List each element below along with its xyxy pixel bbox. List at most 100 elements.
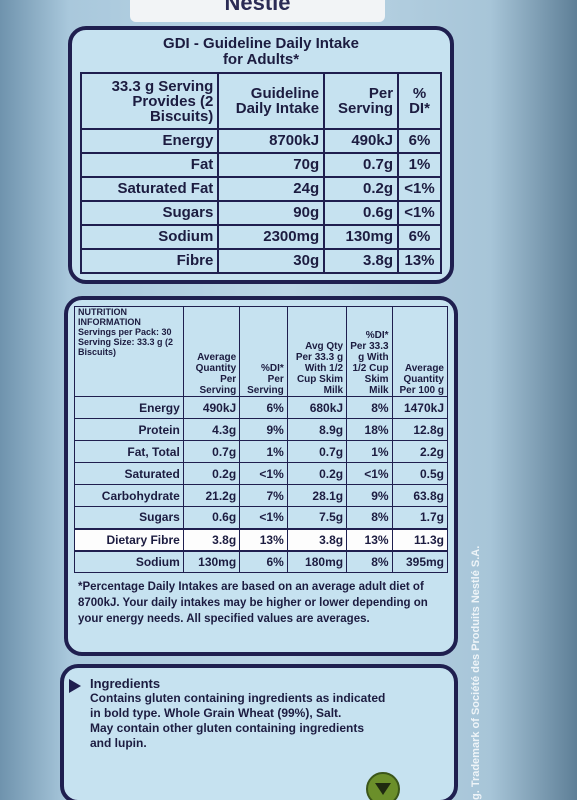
gdi-cell: Energy	[79, 128, 220, 154]
gdi-row: Saturated Fat 24g 0.2g <1%	[79, 176, 442, 202]
gdi-cell: <1%	[397, 176, 442, 202]
gdi-cell: 1%	[397, 152, 442, 178]
arrow-right-icon	[69, 679, 81, 693]
nip-cell: 13%	[346, 527, 393, 552]
gdi-cell: 70g	[217, 152, 326, 178]
nip-cell: 9%	[239, 418, 288, 441]
gdi-cell: 13%	[397, 248, 442, 274]
nip-header-di-serving: %DI* Per Serving	[239, 306, 288, 397]
nip-cell: Saturated	[74, 462, 184, 485]
nip-cell: 130mg	[182, 550, 241, 573]
gdi-header-guideline: Guideline Daily Intake	[217, 72, 326, 130]
nutrition-info-panel: NUTRITION INFORMATION Servings per Pack:…	[64, 296, 458, 656]
gdi-header-percent: % DI*	[397, 72, 442, 130]
gdi-cell: 0.6g	[323, 200, 400, 226]
nip-row: Sugars 0.6g <1% 7.5g 8% 1.7g	[74, 506, 449, 529]
nip-cell: 6%	[239, 550, 288, 573]
gdi-cell: 24g	[217, 176, 326, 202]
nip-cell: 2.2g	[391, 440, 449, 463]
nip-cell: 8%	[346, 550, 393, 573]
nip-cell: 8.9g	[286, 418, 348, 441]
gdi-title-line1: GDI - Guideline Daily Intake	[163, 35, 359, 52]
nip-cell: 395mg	[391, 550, 449, 573]
gdi-header-serving: 33.3 g Serving Provides (2 Biscuits)	[79, 72, 220, 130]
gdi-cell: 6%	[397, 128, 442, 154]
nip-cell: 1.7g	[391, 506, 449, 529]
nip-header-avg-milk: Avg Qty Per 33.3 g With 1/2 Cup Skim Mil…	[286, 306, 348, 397]
nip-cell: Dietary Fibre	[74, 527, 184, 552]
gdi-cell: Fibre	[79, 248, 220, 274]
gdi-row: Sugars 90g 0.6g <1%	[79, 200, 442, 226]
ingredients-panel: Ingredients Contains gluten containing i…	[60, 664, 458, 800]
gdi-cell: 8700kJ	[217, 128, 326, 154]
gdi-row: Sodium 2300mg 130mg 6%	[79, 224, 442, 250]
nip-cell: Fat, Total	[74, 440, 184, 463]
gdi-row: Fat 70g 0.7g 1%	[79, 152, 442, 178]
nip-cell: 3.8g	[182, 527, 241, 552]
trademark-text: g. Trademark of Société des Produits Nes…	[470, 545, 482, 800]
nip-cell: Protein	[74, 418, 184, 441]
gdi-cell: 0.7g	[323, 152, 400, 178]
nip-cell: 0.7g	[182, 440, 241, 463]
nip-cell: 1470kJ	[391, 396, 449, 419]
green-arrow-badge	[366, 772, 400, 800]
nip-row: Sodium 130mg 6% 180mg 8% 395mg	[74, 550, 449, 573]
gdi-panel: GDI - Guideline Daily Intake for Adults*…	[68, 26, 454, 284]
nip-cell: 0.2g	[286, 462, 348, 485]
gdi-cell: 6%	[397, 224, 442, 250]
gdi-title-line2: for Adults*	[222, 51, 300, 68]
nip-cell: 6%	[239, 396, 288, 419]
gdi-table: 33.3 g Serving Provides (2 Biscuits) Gui…	[79, 72, 442, 274]
gdi-cell: 90g	[217, 200, 326, 226]
ingredients-line2: in bold type. Whole Grain Wheat (99%), S…	[90, 706, 342, 720]
arrow-down-icon	[375, 783, 391, 795]
gdi-header-per-serving: Per Serving	[323, 72, 400, 130]
nip-row: Protein 4.3g 9% 8.9g 18% 12.8g	[74, 418, 449, 441]
nip-header-avg-serving: Average Quantity Per Serving	[182, 306, 241, 397]
nip-header-info: NUTRITION INFORMATION Servings per Pack:…	[74, 306, 184, 397]
gdi-row: Fibre 30g 3.8g 13%	[79, 248, 442, 274]
nip-cell: 0.7g	[286, 440, 348, 463]
nip-cell: 1%	[239, 440, 288, 463]
nutrition-info-table: NUTRITION INFORMATION Servings per Pack:…	[74, 306, 449, 573]
nip-cell: 0.6g	[182, 506, 241, 529]
nip-cell: 3.8g	[286, 527, 348, 552]
nip-cell: 0.2g	[182, 462, 241, 485]
nip-cell: 7.5g	[286, 506, 348, 529]
brand-name: Nestlé	[224, 0, 291, 15]
gdi-cell: 2300mg	[217, 224, 326, 250]
nip-cell: <1%	[239, 462, 288, 485]
nip-cell: <1%	[346, 462, 393, 485]
brand-logo-strip: Nestlé	[130, 0, 385, 22]
nip-cell: Sugars	[74, 506, 184, 529]
gdi-cell: Fat	[79, 152, 220, 178]
gdi-cell: Saturated Fat	[79, 176, 220, 202]
nip-cell: 18%	[346, 418, 393, 441]
nip-cell: 28.1g	[286, 484, 348, 507]
nip-row: Saturated 0.2g <1% 0.2g <1% 0.5g	[74, 462, 449, 485]
gdi-cell: 130mg	[323, 224, 400, 250]
nip-cell: 11.3g	[391, 527, 449, 552]
nip-row: Carbohydrate 21.2g 7% 28.1g 9% 63.8g	[74, 484, 449, 507]
gdi-cell: 30g	[217, 248, 326, 274]
nip-cell: 680kJ	[286, 396, 348, 419]
nip-header-per-100g: Average Quantity Per 100 g	[391, 306, 449, 397]
gdi-cell: 490kJ	[323, 128, 400, 154]
ingredients-line1: Contains gluten containing ingredients a…	[90, 691, 386, 705]
nip-cell: <1%	[239, 506, 288, 529]
nip-cell: 7%	[239, 484, 288, 507]
nip-cell: 490kJ	[182, 396, 241, 419]
nip-header-row: NUTRITION INFORMATION Servings per Pack:…	[74, 306, 449, 397]
nip-cell: 4.3g	[182, 418, 241, 441]
nip-cell: 13%	[239, 527, 288, 552]
gdi-cell: <1%	[397, 200, 442, 226]
gdi-row: Energy 8700kJ 490kJ 6%	[79, 128, 442, 154]
nip-row: Dietary Fibre 3.8g 13% 3.8g 13% 11.3g	[74, 527, 449, 552]
footnote: *Percentage Daily Intakes are based on a…	[78, 581, 428, 625]
nip-cell: Carbohydrate	[74, 484, 184, 507]
gdi-header-row: 33.3 g Serving Provides (2 Biscuits) Gui…	[79, 72, 442, 130]
nip-row: Fat, Total 0.7g 1% 0.7g 1% 2.2g	[74, 440, 449, 463]
gdi-cell: 0.2g	[323, 176, 400, 202]
gdi-cell: 3.8g	[323, 248, 400, 274]
ingredients-line3: May contain other gluten containing ingr…	[90, 721, 365, 735]
